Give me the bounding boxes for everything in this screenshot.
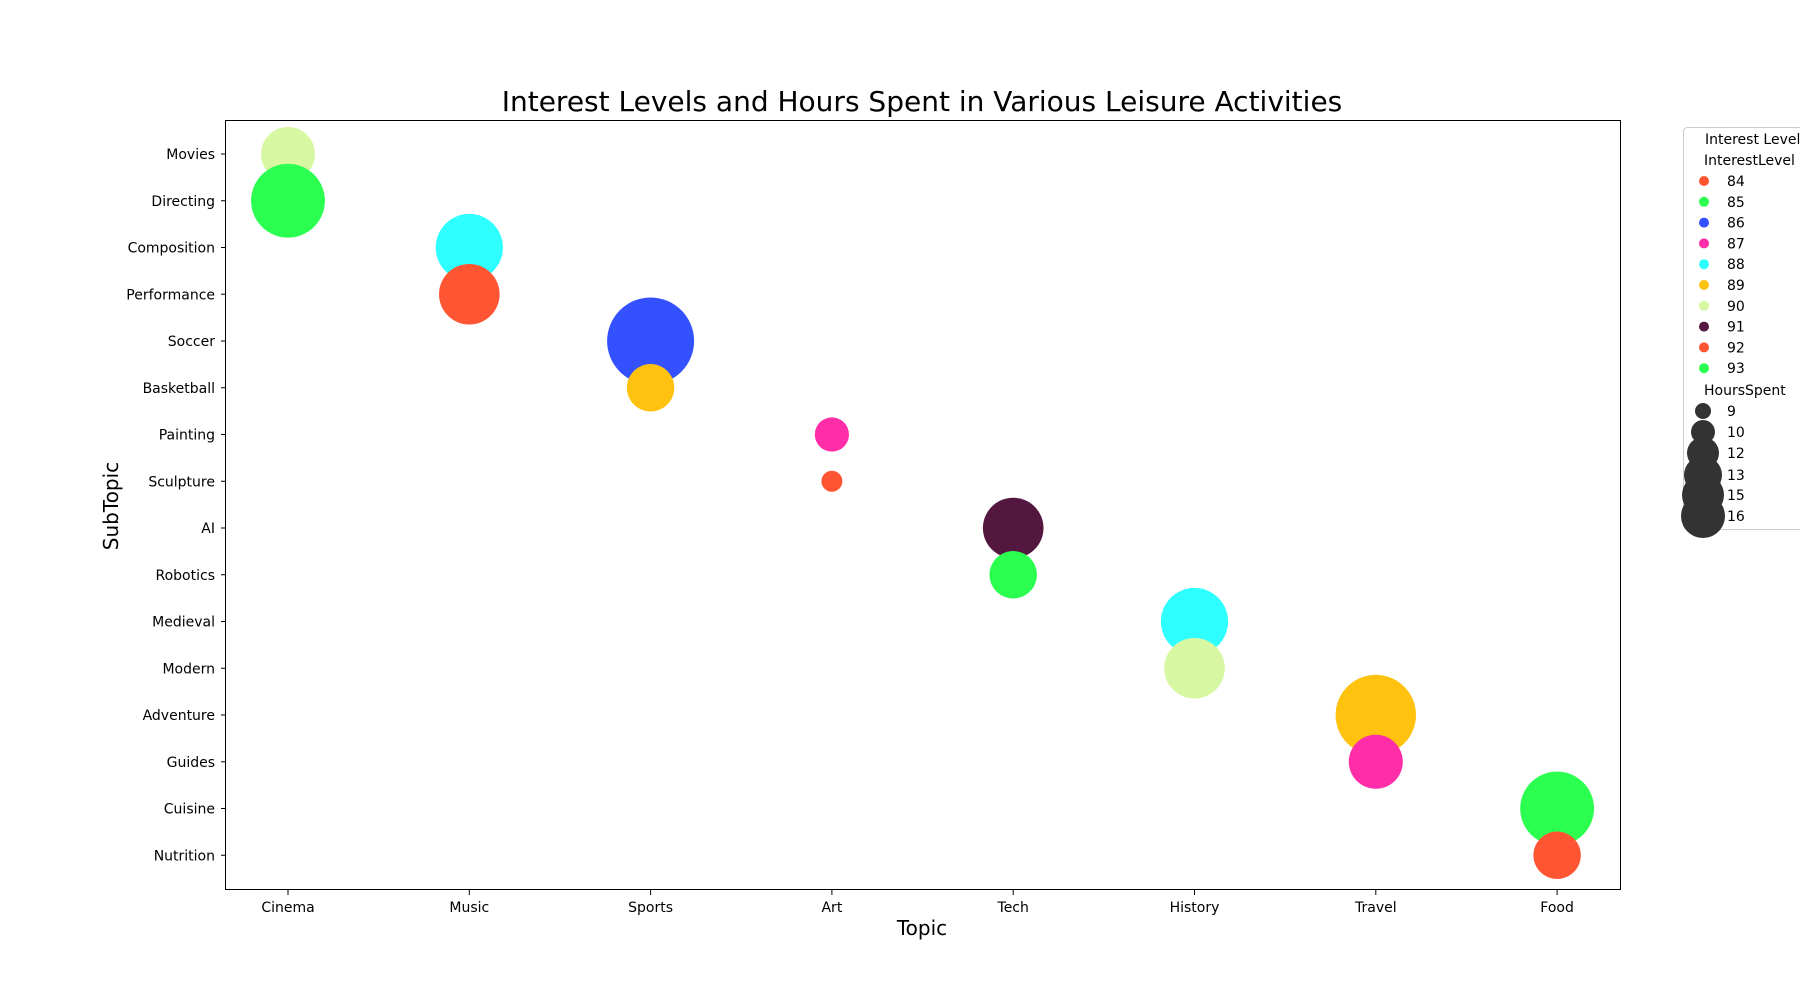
legend-size-label: 12 xyxy=(1727,446,1745,462)
bubble-point xyxy=(1348,734,1403,789)
bubble-point xyxy=(251,163,325,238)
bubble-point xyxy=(1520,771,1594,846)
legend-size-label: 13 xyxy=(1727,468,1745,484)
legend-hue-marker xyxy=(1699,196,1709,207)
bubble-point xyxy=(1164,637,1225,699)
bubble-point xyxy=(1533,831,1581,879)
y-tick-label: Movies xyxy=(166,147,215,163)
data-points xyxy=(251,127,1594,879)
y-tick-label: Directing xyxy=(151,194,215,210)
bubble-point xyxy=(439,263,500,325)
bubble-point xyxy=(607,297,695,385)
bubble-point xyxy=(1160,587,1229,656)
bubble-point xyxy=(982,497,1044,559)
legend-hue-label: 85 xyxy=(1727,195,1745,211)
legend-hue-marker xyxy=(1699,363,1709,374)
legend-hue-label: 90 xyxy=(1727,299,1745,315)
y-tick-label: Medieval xyxy=(152,615,215,631)
legend-hue-title: InterestLevel xyxy=(1704,153,1795,169)
legend-size-label: 15 xyxy=(1727,488,1745,504)
x-axis-label: Topic xyxy=(896,916,947,940)
legend-hue-marker xyxy=(1699,300,1709,311)
legend-hue-label: 86 xyxy=(1727,216,1745,232)
legend-hue-marker xyxy=(1699,259,1709,270)
y-tick-label: Soccer xyxy=(168,334,215,350)
x-axis-ticks: Cinema Music Sports Art Tech History Travel Foo… xyxy=(261,890,1574,916)
y-tick-label: Modern xyxy=(162,661,215,677)
y-axis-ticks: Movies Directing Composition Performance Soc… xyxy=(126,147,226,864)
x-tick-label: Food xyxy=(1540,900,1574,916)
bubble-point xyxy=(435,213,503,282)
legend-hue-marker xyxy=(1699,217,1709,228)
y-tick-label: Sculpture xyxy=(148,474,215,490)
legend-size-marker xyxy=(1681,494,1725,538)
y-tick-label: Adventure xyxy=(143,708,215,724)
x-tick-label: Travel xyxy=(1354,900,1397,916)
legend-hue-marker xyxy=(1699,176,1709,186)
y-tick-label: Painting xyxy=(159,428,215,444)
x-tick-label: Cinema xyxy=(261,900,314,916)
plot-area xyxy=(225,120,1621,890)
legend-hue-marker xyxy=(1699,280,1709,290)
legend-size-label: 9 xyxy=(1727,404,1736,420)
legend-size-label: 16 xyxy=(1727,509,1745,525)
legend-hue-marker xyxy=(1699,238,1709,249)
y-tick-label: Nutrition xyxy=(154,848,215,864)
x-tick-label: Music xyxy=(449,900,489,916)
bubble-point xyxy=(626,364,675,412)
bubble-point xyxy=(814,417,850,452)
legend: Interest Level InterestLevel 84 85 86 87 88 8… xyxy=(1681,127,1800,538)
legend-hue-label: 88 xyxy=(1727,257,1745,273)
bubble-point xyxy=(821,470,843,492)
x-tick-label: Sports xyxy=(628,900,673,916)
legend-size-marker xyxy=(1691,420,1715,444)
legend-hue-label: 87 xyxy=(1727,236,1745,252)
legend-size-title: HoursSpent xyxy=(1704,383,1786,399)
y-tick-label: Performance xyxy=(126,287,215,303)
bubble-point xyxy=(989,551,1037,599)
y-tick-label: Guides xyxy=(167,755,215,771)
y-tick-label: Cuisine xyxy=(164,802,215,818)
legend-hue-label: 84 xyxy=(1727,174,1745,190)
legend-hue-label: 92 xyxy=(1727,340,1745,356)
x-tick-label: Art xyxy=(821,900,842,916)
y-tick-label: AI xyxy=(201,521,215,537)
x-tick-label: History xyxy=(1170,900,1220,916)
legend-hue-marker xyxy=(1699,321,1709,332)
legend-hue-label: 93 xyxy=(1727,361,1745,377)
y-tick-label: Robotics xyxy=(156,568,216,584)
legend-size-label: 10 xyxy=(1727,425,1745,441)
legend-hue-marker xyxy=(1699,342,1709,353)
y-tick-label: Composition xyxy=(128,241,215,257)
chart-title: Interest Levels and Hours Spent in Vario… xyxy=(502,85,1343,118)
legend-title: Interest Level xyxy=(1705,132,1800,148)
legend-hue-label: 89 xyxy=(1727,278,1745,294)
legend-hue-label: 91 xyxy=(1727,320,1745,336)
legend-size-marker xyxy=(1695,403,1711,419)
y-tick-label: Basketball xyxy=(143,381,215,397)
bubble-point xyxy=(1335,674,1417,756)
x-tick-label: Tech xyxy=(997,900,1029,916)
y-axis-label: SubTopic xyxy=(99,462,123,550)
